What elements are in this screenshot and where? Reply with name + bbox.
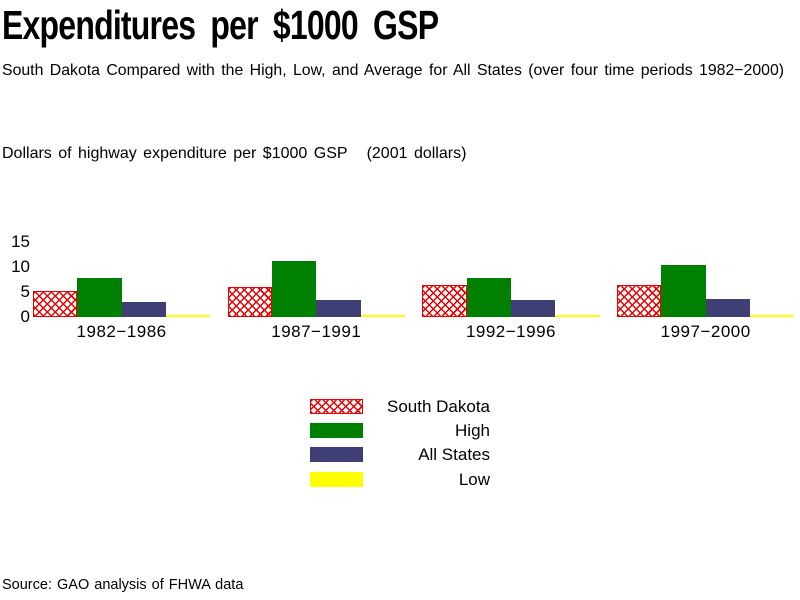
y-tick-label: 0 <box>20 307 30 326</box>
legend-row: All States <box>310 445 490 465</box>
legend-label: Low <box>458 469 490 489</box>
bar-all-states <box>316 299 361 317</box>
bar-south-dakota <box>227 287 272 317</box>
legend: South Dakota High All States Low <box>310 397 490 499</box>
bar-high <box>77 277 122 317</box>
bar-high <box>272 260 317 317</box>
y-axis-description: Dollars of highway expenditure per $1000… <box>2 145 467 162</box>
x-category-label: 1992−1996 <box>465 322 557 341</box>
bar-all-states <box>121 302 166 317</box>
y-tick-label: 15 <box>11 232 30 251</box>
bar-low <box>555 315 600 317</box>
bar-high <box>466 277 511 317</box>
legend-row: South Dakota <box>310 397 490 416</box>
x-category-label: 1987−1991 <box>271 322 362 341</box>
legend-label: High <box>455 421 490 441</box>
legend-label: South Dakota <box>386 397 490 416</box>
x-category-label: 1982−1986 <box>76 322 167 341</box>
bar-low <box>165 315 211 317</box>
legend-swatch-high <box>310 423 363 439</box>
x-category-label: 1997−2000 <box>660 322 751 341</box>
bar-low <box>750 315 795 317</box>
legend-row: Low <box>310 469 490 489</box>
bar-south-dakota <box>33 290 78 317</box>
legend-row: High <box>310 421 490 441</box>
page-subtitle: South Dakota Compared with the High, Low… <box>2 62 785 79</box>
legend-swatch-all-states <box>310 447 363 463</box>
y-tick-label: 5 <box>20 282 30 301</box>
bar-south-dakota <box>617 285 662 317</box>
bar-low <box>360 315 405 317</box>
bar-all-states <box>511 299 556 317</box>
legend-swatch-low <box>310 471 363 487</box>
legend-label: All States <box>418 445 490 465</box>
bar-south-dakota <box>422 285 467 317</box>
bar-high <box>661 265 706 317</box>
bar-all-states <box>705 299 750 317</box>
legend-swatch-south-dakota <box>310 399 363 414</box>
page-title: Expenditures per $1000 GSP <box>2 2 439 48</box>
y-tick-label: 10 <box>11 257 30 276</box>
source-note: Source: GAO analysis of FHWA data <box>2 577 244 593</box>
